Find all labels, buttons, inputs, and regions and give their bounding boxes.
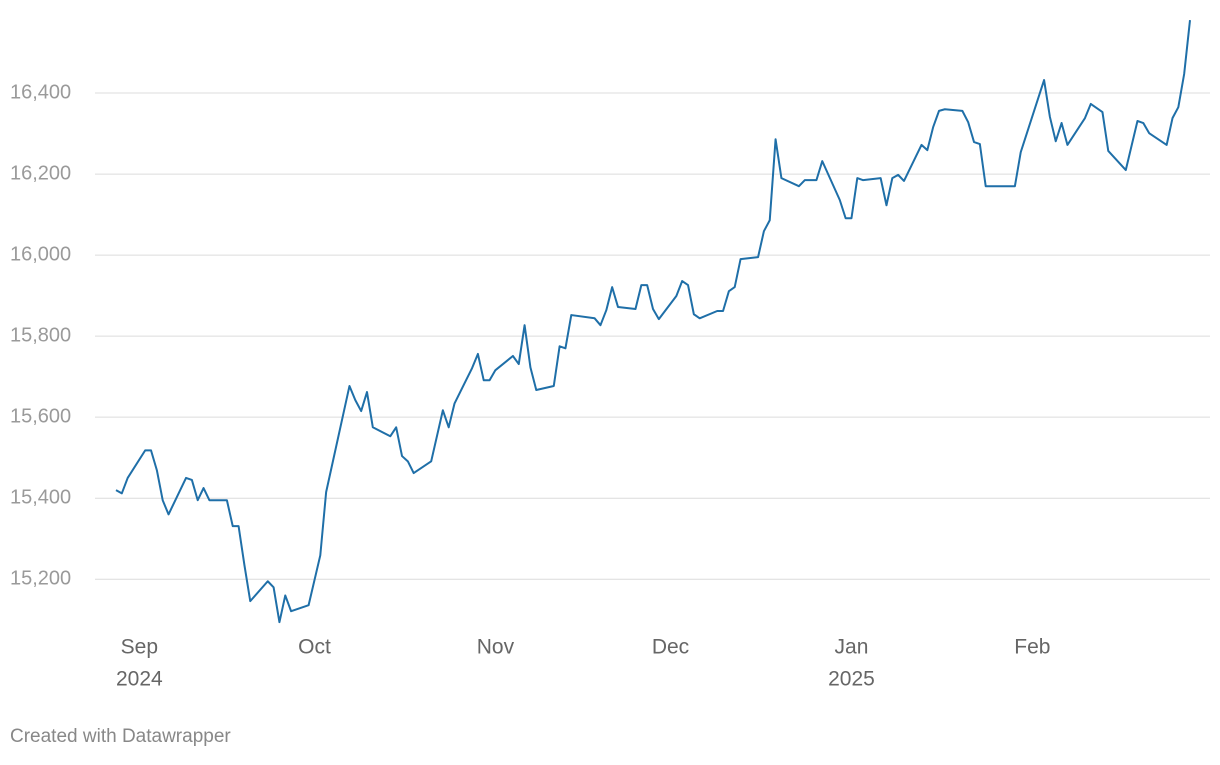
x-tick-label: Feb	[1014, 636, 1050, 659]
y-tick-label: 16,000	[10, 243, 71, 265]
footer: Created with Datawrapper	[10, 726, 231, 747]
x-tick-label: Oct	[298, 636, 331, 659]
x-tick-label: Sep	[121, 636, 158, 659]
x-tick-label: Dec	[652, 636, 689, 659]
y-tick-label: 15,800	[10, 324, 71, 346]
y-tick-label: 16,200	[10, 162, 71, 184]
y-tick-label: 15,200	[10, 568, 71, 590]
y-tick-label: 15,600	[10, 405, 71, 427]
x-tick-label: Nov	[477, 636, 515, 659]
y-tick-label: 15,400	[10, 486, 71, 508]
x-tick-label: Jan	[835, 636, 869, 659]
y-tick-label: 16,400	[10, 81, 71, 103]
x-tick-year: 2025	[828, 668, 875, 691]
x-tick-year: 2024	[116, 668, 163, 691]
line	[115, 19, 1191, 624]
